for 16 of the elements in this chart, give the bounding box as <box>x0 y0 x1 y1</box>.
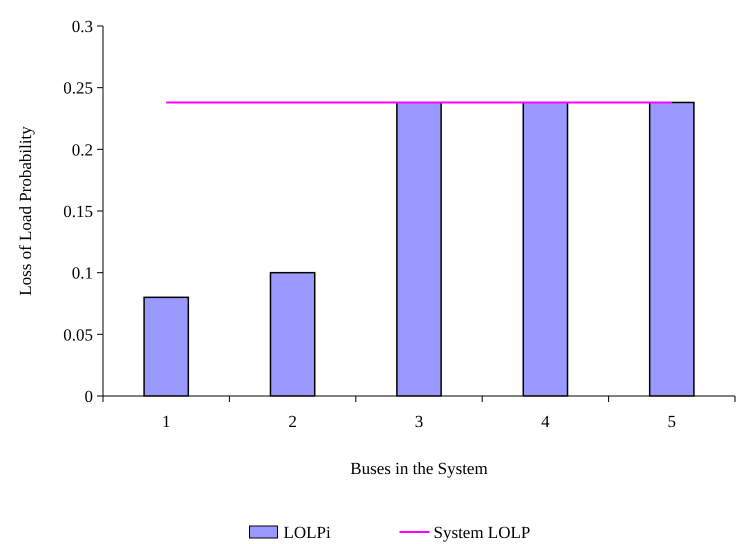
y-tick-label: 0.2 <box>72 140 93 160</box>
x-tick-label: 1 <box>162 412 170 431</box>
y-tick-label: 0.15 <box>63 202 93 221</box>
x-tick-label: 5 <box>668 412 676 431</box>
y-tick-label: 0.3 <box>72 16 93 36</box>
y-tick-label: 0 <box>84 386 93 406</box>
y-tick-label: 0.25 <box>63 78 93 98</box>
y-tick-label: 0.05 <box>63 325 93 344</box>
x-tick-label: 4 <box>541 412 550 431</box>
x-tick-label: 2 <box>288 412 297 431</box>
y-tick-label: 0.1 <box>72 264 93 283</box>
x-tick-label: 3 <box>414 412 424 431</box>
legend-label: LOLPi <box>284 522 331 542</box>
x-axis-title: Buses in the System <box>350 459 488 478</box>
y-axis-title: Loss of Load Probability <box>16 126 35 296</box>
legend-label: System LOLP <box>434 522 530 542</box>
